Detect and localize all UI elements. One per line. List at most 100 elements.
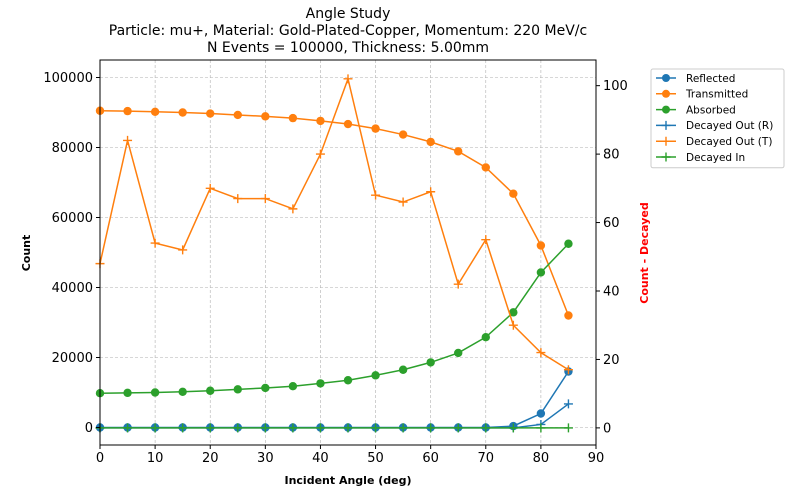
data-point: [454, 348, 463, 358]
legend-item: Absorbed: [656, 104, 736, 116]
legend-label: Decayed Out (R): [686, 120, 773, 132]
y-axis-right-label: Count - Decayed: [638, 202, 651, 303]
y-axis-left: 0 20000 40000 60000 80000 100000: [43, 71, 100, 436]
data-point: [371, 423, 381, 433]
data-point: [343, 423, 353, 433]
data-point: [426, 137, 435, 147]
series-line: [99, 76, 569, 371]
data-point: [371, 371, 380, 380]
title-line: Particle: mu+, Material: Gold-Plated-Cop…: [109, 23, 587, 39]
x-tick-label: 70: [478, 451, 495, 466]
series-line: [99, 110, 570, 316]
legend-item: Decayed Out (T): [656, 136, 772, 148]
data-point: [150, 388, 160, 397]
legend-marker: [661, 152, 671, 162]
plot-frame: [99, 59, 597, 446]
x-tick-label: 90: [588, 451, 605, 466]
x-tick-label: 0: [96, 451, 104, 466]
data-point: [426, 187, 436, 197]
data-point: [288, 204, 298, 214]
data-point: [150, 423, 160, 433]
data-point: [481, 423, 491, 433]
data-point: [536, 409, 546, 418]
data-point: [178, 423, 188, 433]
data-point: [150, 238, 160, 248]
legend-label: Decayed Out (T): [686, 136, 772, 148]
data-point: [205, 183, 215, 193]
data-point: [233, 194, 243, 204]
x-tick-label: 80: [533, 451, 550, 466]
data-point: [123, 388, 132, 398]
data-point: [343, 376, 353, 385]
legend-item: Transmitted: [656, 89, 748, 101]
data-point: [454, 147, 463, 156]
data-point: [123, 135, 133, 145]
data-point: [316, 116, 325, 126]
data-point: [536, 423, 546, 433]
data-point: [398, 130, 408, 139]
data-point: [343, 74, 353, 84]
data-point: [123, 423, 133, 433]
data-point: [288, 423, 298, 433]
legend-marker: [662, 105, 670, 114]
data-point: [178, 387, 187, 396]
legend-marker: [661, 136, 671, 146]
data-point: [481, 163, 490, 172]
data-point: [288, 113, 298, 123]
data-point: [233, 110, 242, 120]
data-point: [371, 124, 380, 133]
data-point: [398, 423, 408, 433]
data-point: [536, 268, 546, 277]
data-point: [316, 379, 325, 388]
data-point: [453, 279, 463, 289]
data-point: [206, 386, 215, 395]
data-point: [205, 423, 215, 433]
legend-label: Decayed In: [686, 152, 745, 164]
data-point: [426, 423, 436, 433]
series-line: [99, 243, 569, 394]
data-point: [508, 320, 518, 330]
y-axis-left-label: Count: [20, 235, 33, 272]
data-point: [563, 423, 573, 433]
plot-series: [95, 74, 573, 433]
x-tick-label: 20: [202, 451, 219, 466]
y-left-tick-label: 40000: [52, 281, 93, 296]
data-point: [233, 423, 243, 433]
legend-marker: [662, 74, 670, 82]
series-line: [100, 403, 569, 429]
data-point: [426, 358, 435, 367]
legend: Reflected Transmitted Absorbed Decayed Out …: [650, 68, 785, 169]
data-point: [509, 308, 518, 317]
data-point: [261, 112, 270, 121]
y-right-tick-label: 80: [603, 148, 620, 163]
title-line: N Events = 100000, Thickness: 5.00mm: [207, 40, 489, 56]
data-point: [564, 311, 573, 320]
x-tick-label: 40: [312, 451, 329, 466]
data-point: [453, 423, 463, 433]
legend-item: Reflected: [656, 73, 735, 85]
data-point: [261, 383, 270, 393]
data-point: [536, 348, 546, 358]
data-point: [260, 423, 270, 433]
legend-label: Transmitted: [685, 89, 748, 101]
series-transmitted: [95, 106, 573, 320]
x-axis-label: Incident Angle (deg): [284, 474, 411, 487]
legend-marker: [661, 120, 671, 130]
data-point: [481, 235, 491, 245]
data-point: [509, 189, 518, 198]
series-reflected: [95, 367, 573, 432]
legend-box: [650, 68, 785, 169]
data-point: [563, 365, 573, 375]
data-point: [315, 423, 325, 433]
data-point: [398, 365, 408, 374]
legend-item: Decayed In: [656, 152, 745, 164]
data-point: [371, 190, 381, 200]
y-right-tick-label: 0: [603, 421, 611, 436]
legend-item: Decayed Out (R): [656, 120, 773, 132]
x-tick-label: 10: [147, 451, 164, 466]
y-right-tick-label: 100: [603, 79, 628, 94]
data-point: [536, 241, 546, 250]
legend-label: Reflected: [686, 73, 735, 85]
